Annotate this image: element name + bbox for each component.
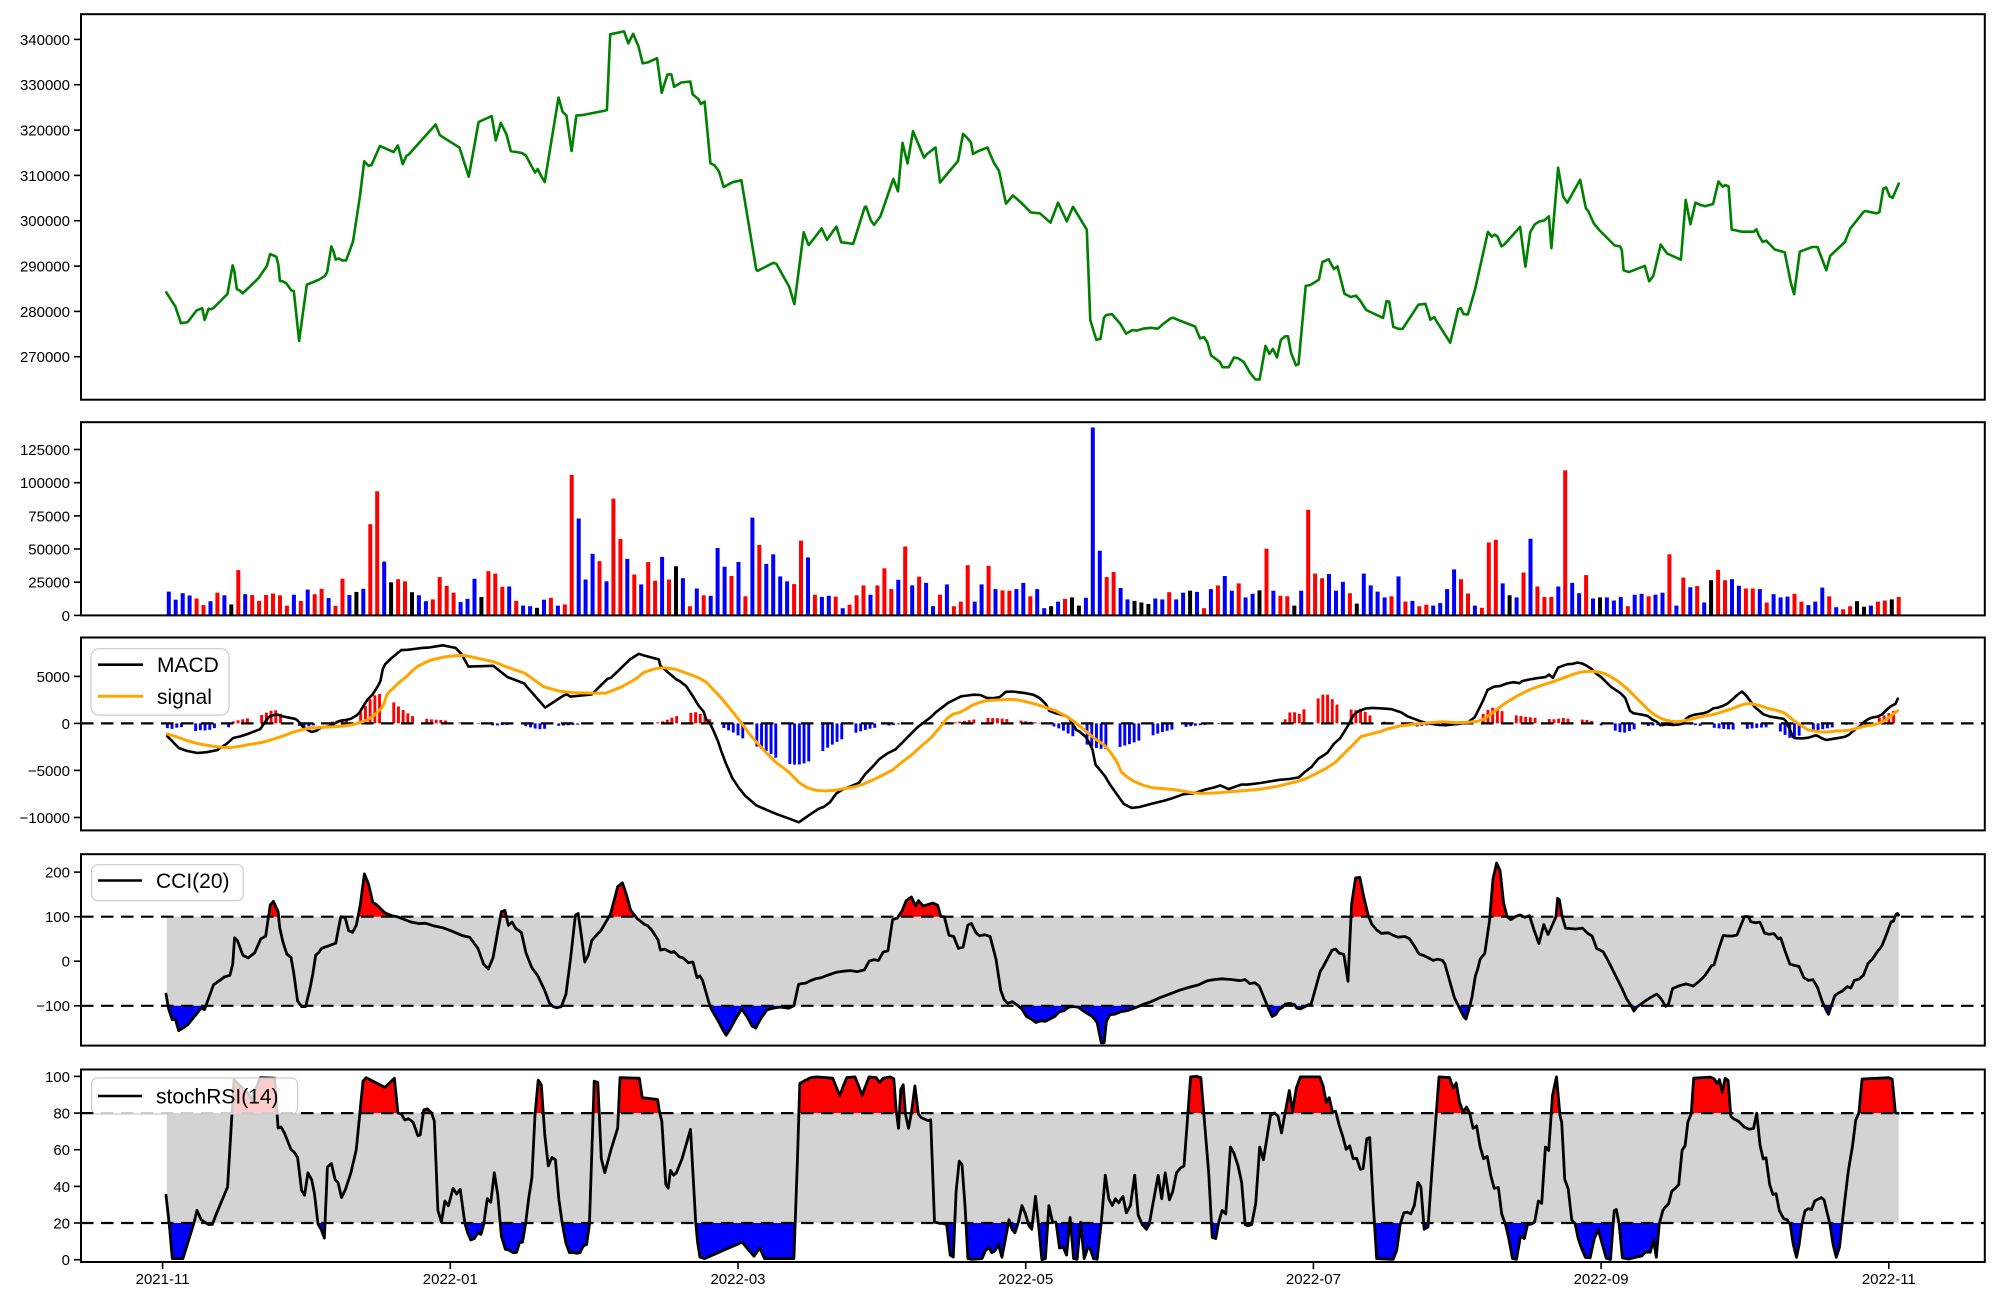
svg-text:stochRSI(14): stochRSI(14) — [156, 1086, 279, 1109]
svg-text:2022-09: 2022-09 — [1574, 1271, 1629, 1288]
svg-text:60: 60 — [53, 1142, 70, 1159]
svg-text:−10000: −10000 — [20, 810, 70, 827]
svg-text:340000: 340000 — [20, 32, 70, 49]
svg-text:2022-05: 2022-05 — [998, 1271, 1053, 1288]
svg-text:2022-01: 2022-01 — [423, 1271, 478, 1288]
svg-text:0: 0 — [62, 954, 70, 971]
svg-text:−100: −100 — [36, 998, 70, 1015]
svg-text:2022-03: 2022-03 — [710, 1271, 765, 1288]
svg-text:−5000: −5000 — [28, 763, 70, 780]
svg-text:100: 100 — [45, 909, 70, 926]
svg-text:200: 200 — [45, 865, 70, 882]
svg-text:CCI(20): CCI(20) — [156, 870, 230, 893]
svg-text:290000: 290000 — [20, 259, 70, 276]
svg-text:280000: 280000 — [20, 304, 70, 321]
svg-text:20: 20 — [53, 1216, 70, 1233]
svg-text:300000: 300000 — [20, 213, 70, 230]
svg-text:0: 0 — [62, 716, 70, 733]
svg-text:signal: signal — [157, 686, 212, 709]
svg-text:330000: 330000 — [20, 77, 70, 94]
svg-text:270000: 270000 — [20, 349, 70, 366]
svg-text:2022-11: 2022-11 — [1862, 1271, 1916, 1288]
svg-text:5000: 5000 — [37, 669, 70, 686]
svg-text:320000: 320000 — [20, 123, 70, 140]
svg-text:100: 100 — [45, 1069, 70, 1086]
svg-text:25000: 25000 — [28, 575, 70, 592]
svg-text:2022-07: 2022-07 — [1286, 1271, 1341, 1288]
svg-text:0: 0 — [62, 1252, 70, 1269]
svg-text:100000: 100000 — [20, 475, 70, 492]
svg-text:80: 80 — [53, 1106, 70, 1123]
svg-text:125000: 125000 — [20, 442, 70, 459]
svg-text:0: 0 — [62, 608, 70, 625]
svg-text:40: 40 — [53, 1179, 70, 1196]
svg-text:MACD: MACD — [157, 654, 219, 677]
svg-text:75000: 75000 — [28, 508, 70, 525]
svg-text:2021-11: 2021-11 — [136, 1271, 190, 1288]
svg-text:310000: 310000 — [20, 168, 70, 185]
svg-text:50000: 50000 — [28, 542, 70, 559]
